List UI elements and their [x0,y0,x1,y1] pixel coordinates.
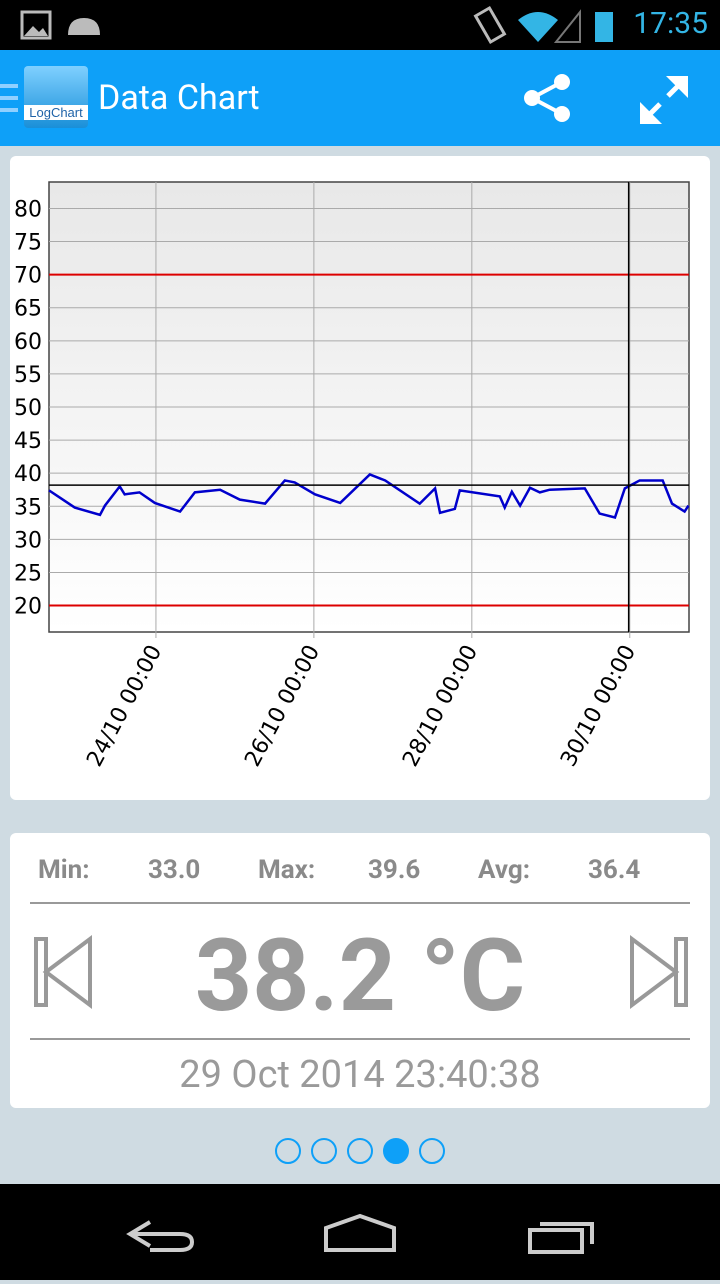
x-tick-label: 26/10 00:00 [240,641,325,771]
x-tick-label: 30/10 00:00 [556,641,641,771]
reading-card [10,833,710,1108]
stat-label: Avg: [478,855,531,885]
back-button[interactable] [126,1220,195,1252]
fullscreen-button[interactable] [636,72,692,128]
page-dot[interactable] [275,1138,301,1164]
y-tick-label: 50 [14,396,42,421]
nav-icons [126,1213,594,1254]
y-tick-label: 35 [14,495,42,520]
next-button[interactable] [626,935,690,1009]
nav-bar [0,1184,720,1280]
recents-button[interactable] [528,1222,594,1254]
page-dot[interactable] [419,1138,445,1164]
status-bar: 17:35 [0,0,720,50]
stat-label: Min: [38,855,90,885]
page-dot[interactable] [311,1138,337,1164]
y-tick-label: 20 [14,595,42,620]
clock: 17:35 [633,6,708,41]
current-value: 38.2 °C [194,918,526,1035]
x-tick-label: 28/10 00:00 [398,641,483,771]
prev-button[interactable] [32,935,96,1009]
app-title: Data Chart [98,78,260,118]
y-tick-label: 30 [14,528,42,553]
drawer-icon[interactable] [0,84,20,114]
app-bar: LogChart Data Chart [0,50,720,146]
stat-value: 33.0 [148,855,201,885]
data-line [48,473,690,520]
home-button[interactable] [324,1213,396,1252]
divider [30,1038,690,1040]
y-tick-label: 65 [14,297,42,322]
status-icons-right [473,5,613,45]
page-indicator [275,1138,445,1164]
stat-value: 39.6 [368,855,421,885]
page-dot[interactable] [383,1138,409,1164]
y-tick-label: 70 [14,264,42,289]
logo-text: LogChart [24,105,88,120]
y-tick-label: 55 [14,363,42,388]
y-tick-label: 40 [14,462,42,487]
chart: 20 25 30 35 40 45 50 55 60 65 70 75 80 24/10 00:00 26/… [14,181,690,771]
y-tick-label: 25 [14,561,42,586]
stat-value: 36.4 [588,855,641,885]
y-tick-label: 75 [14,231,42,256]
y-tick-label: 80 [14,197,42,222]
status-icons [20,10,100,40]
share-button[interactable] [520,70,580,130]
y-tick-label: 60 [14,330,42,355]
y-tick-label: 45 [14,429,42,454]
app-logo[interactable]: LogChart [24,66,88,128]
divider [30,902,690,904]
x-tick-label: 24/10 00:00 [82,641,167,771]
page-dot[interactable] [347,1138,373,1164]
stat-label: Max: [258,855,316,885]
timestamp: 29 Oct 2014 23:40:38 [179,1053,541,1097]
